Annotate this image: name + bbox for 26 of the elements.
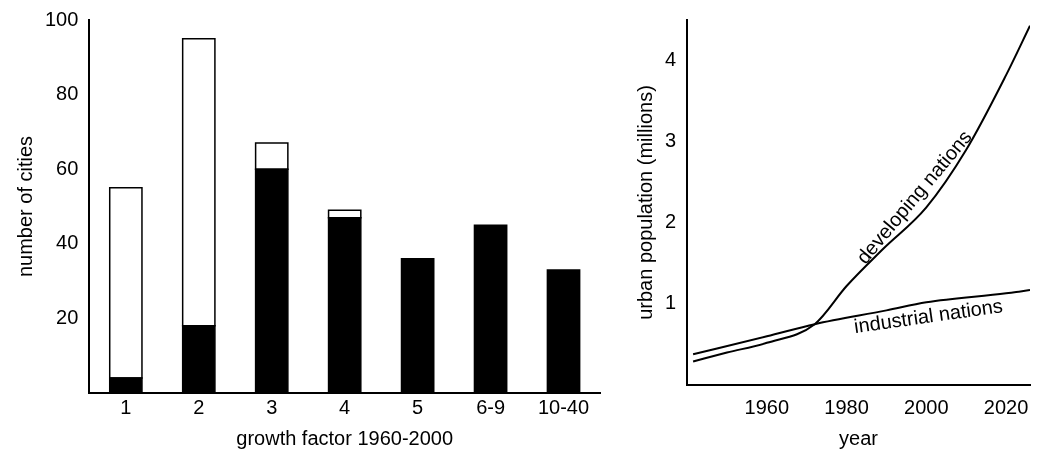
x-tick-label: 1 xyxy=(120,395,132,418)
y-tick-label: 60 xyxy=(56,156,79,179)
y-tick-label: 100 xyxy=(44,7,79,30)
y-tick-label: 80 xyxy=(56,82,79,105)
x-tick-label: 4 xyxy=(339,395,351,418)
y-tick-label: 1 xyxy=(665,291,677,314)
x-tick-label: 5 xyxy=(412,395,424,418)
y-axis-title: number of cities xyxy=(13,135,36,278)
x-tick-label: 1960 xyxy=(744,395,790,418)
x-axis-title: year xyxy=(839,426,879,449)
y-tick-label: 20 xyxy=(56,305,79,328)
line-series xyxy=(692,24,1030,363)
y-axis-title: urban population (millions) xyxy=(633,85,656,320)
x-tick-label: 3 xyxy=(266,395,278,418)
text: industrial nations xyxy=(852,294,1005,338)
x-tick-label: 2000 xyxy=(904,395,949,418)
y-tick-label: 40 xyxy=(56,231,79,254)
y-tick-label: 4 xyxy=(665,48,677,71)
x-axis-title: growth factor 1960-2000 xyxy=(236,426,454,449)
y-tick-label: 3 xyxy=(665,129,677,152)
x-tick-label: 2 xyxy=(193,395,205,418)
x-tick-label: 1980 xyxy=(824,395,869,418)
y-tick-label: 2 xyxy=(665,210,677,233)
x-tick-label: 10-40 xyxy=(537,395,590,418)
x-tick-label: 2020 xyxy=(983,395,1029,418)
x-tick-label: 6-9 xyxy=(476,395,506,418)
